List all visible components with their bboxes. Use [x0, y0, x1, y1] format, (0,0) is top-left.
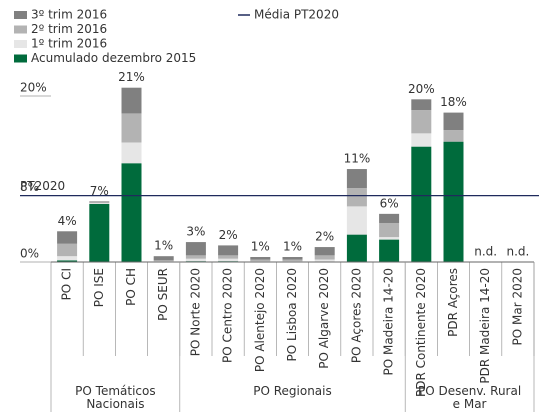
bar-segment: [346, 234, 367, 262]
total-label: 7%: [90, 184, 109, 198]
x-tick-label: PO Madeira 14-20: [382, 268, 396, 376]
total-label: 21%: [118, 70, 145, 84]
bar-segment: [346, 206, 367, 235]
bar-segment: [57, 260, 78, 262]
bar-segment: [379, 239, 400, 262]
total-label: 11%: [344, 152, 371, 166]
bar-segment: [443, 141, 464, 262]
bar-segment: [57, 231, 78, 244]
bar-segment: [411, 99, 432, 111]
bar-segment: [57, 243, 78, 257]
x-tick-label: PDR Açores: [446, 268, 460, 337]
bar-segment: [153, 260, 174, 262]
group-label: PO Temáticos Nacionais: [75, 384, 156, 411]
total-label: 6%: [380, 196, 399, 210]
bar-segment: [314, 247, 335, 256]
x-tick-label: PO Algarve 2020: [317, 268, 331, 369]
total-label: 1%: [154, 239, 173, 253]
bar-segment: [411, 110, 432, 134]
bar-segment: [218, 255, 239, 259]
group-label: PO Regionais: [253, 384, 332, 398]
x-tick-label: PO Alentejo 2020: [253, 268, 267, 372]
x-tick-label: PO Lisboa 2020: [285, 268, 299, 361]
total-label: n.d.: [506, 245, 529, 259]
legend-swatch: [14, 40, 27, 48]
total-label: 2%: [219, 228, 238, 242]
bar-segment: [443, 112, 464, 131]
bar-segment: [250, 259, 271, 262]
bar-segment: [250, 257, 271, 260]
bar-segment: [57, 256, 78, 261]
total-label: 1%: [283, 240, 302, 254]
bar-segment: [121, 163, 142, 262]
bar-segment: [379, 213, 400, 223]
bar-segment: [218, 245, 239, 256]
x-tick-label: PDR Continente 2020: [414, 268, 428, 397]
x-tick-label: PO Açores 2020: [349, 268, 363, 363]
x-tick-label: PO Norte 2020: [188, 268, 202, 356]
bar-segment: [379, 237, 400, 240]
legend-label: Acumulado dezembro 2015: [31, 51, 196, 65]
bar-segment: [89, 203, 110, 262]
bar-segment: [282, 259, 303, 262]
bar-segment: [314, 255, 335, 260]
bar-segment: [89, 203, 110, 204]
reference-label: PT2020: [20, 179, 65, 193]
bar-segment: [411, 133, 432, 147]
bar-segment: [379, 222, 400, 238]
x-tick-label: PO CI: [60, 268, 74, 300]
y-tick-label: 0%: [20, 247, 39, 261]
total-label: 18%: [440, 95, 467, 109]
total-label: 1%: [251, 240, 270, 254]
bar-segment: [346, 188, 367, 207]
bar-segment: [411, 146, 432, 262]
x-tick-label: PO CH: [124, 268, 138, 306]
x-tick-label: PDR Madeira 14-20: [478, 268, 492, 384]
legend-label: Média PT2020: [254, 8, 339, 22]
bar-segment: [153, 256, 174, 261]
bar-segment: [218, 258, 239, 262]
bar-segment: [185, 255, 206, 259]
y-tick-label: 20%: [20, 81, 47, 95]
legend-swatch: [14, 11, 27, 19]
y-tick-label: 8%: [20, 180, 39, 194]
bar-segment: [346, 169, 367, 189]
bar-segment: [314, 259, 335, 262]
legend-label: 3º trim 2016: [31, 8, 107, 22]
total-label: 4%: [58, 214, 77, 228]
total-label: 20%: [408, 82, 435, 96]
bar-segment: [89, 201, 110, 203]
legend-label: 2º trim 2016: [31, 22, 107, 36]
bar-segment: [185, 242, 206, 256]
bar-segment: [121, 142, 142, 164]
x-tick-label: PO Centro 2020: [221, 268, 235, 363]
legend-swatch: [14, 54, 27, 63]
bar-segment: [121, 87, 142, 114]
legend-label: 1º trim 2016: [31, 37, 107, 51]
x-tick-label: PO Mar 2020: [510, 268, 524, 346]
bar-segment: [185, 258, 206, 262]
total-label: 2%: [315, 230, 334, 244]
x-tick-label: PO SEUR: [156, 268, 170, 321]
bar-segment: [282, 257, 303, 260]
group-label: PO Desenv. Rural e Mar: [417, 384, 522, 411]
total-label: n.d.: [474, 245, 497, 259]
bar-segment: [121, 113, 142, 143]
bar-segment: [89, 202, 110, 204]
bar-segment: [443, 130, 464, 142]
legend-swatch: [14, 25, 27, 34]
total-label: 3%: [186, 225, 205, 239]
x-tick-label: PO ISE: [92, 268, 106, 307]
